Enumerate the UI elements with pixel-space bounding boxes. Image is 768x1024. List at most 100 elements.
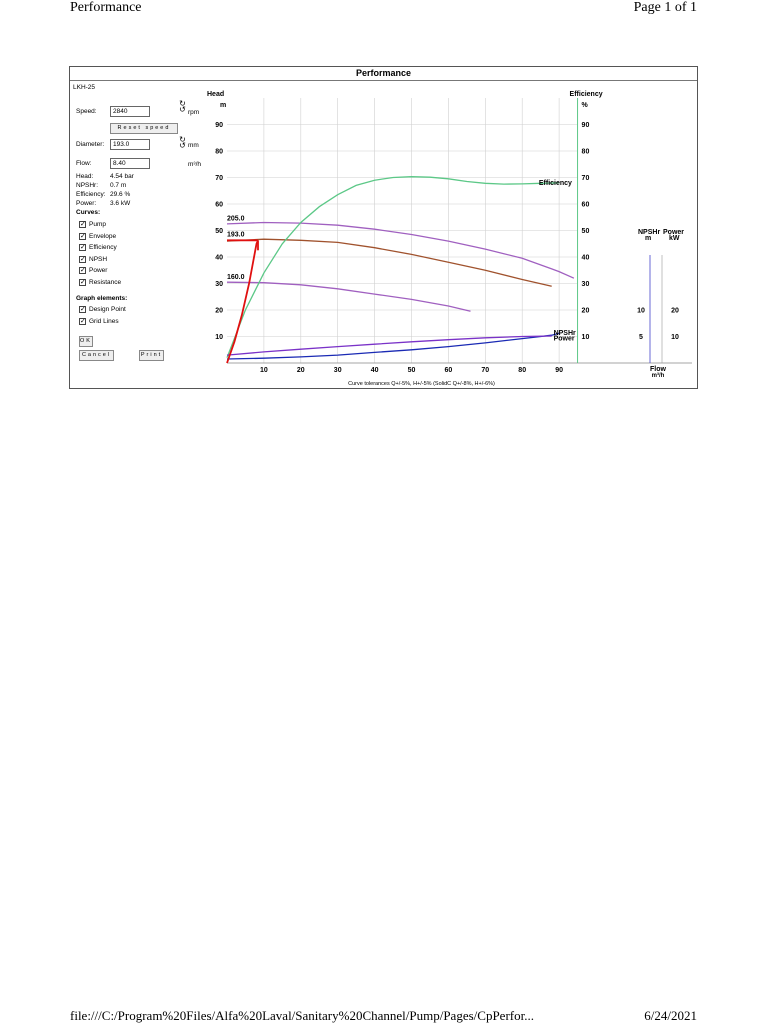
power-axis-unit: kW [669, 235, 680, 242]
y-tick-label: 70 [215, 175, 223, 182]
cancel-button[interactable]: Cancel [79, 350, 114, 361]
power-tick-label: 20 [671, 308, 679, 315]
panel-title: Performance [70, 67, 697, 81]
curve-label-npsh: NPSH [89, 256, 108, 263]
curve-label-resistance: Resistance [89, 279, 122, 286]
page-header-left: Performance [70, 0, 142, 15]
resistance-curve [226, 239, 259, 364]
y2-tick-label: 50 [582, 228, 590, 235]
curve-label-efficiency: Efficiency [539, 180, 572, 187]
checkbox-design-point[interactable]: ✓ [79, 306, 86, 313]
page-footer-right: 6/24/2021 [644, 1008, 697, 1023]
x-tick-label: 70 [481, 367, 489, 374]
y-axis-unit: m [220, 102, 226, 109]
y-tick-label: 80 [215, 149, 223, 156]
x-tick-label: 40 [371, 367, 379, 374]
tolerance-note: Curve tolerances Q+/-5%, H+/-5% (SolidC … [348, 381, 495, 387]
curve-label-power: Power [554, 336, 575, 343]
x-tick-label: 20 [297, 367, 305, 374]
curve-label-efficiency: Efficiency [89, 244, 117, 251]
y-axis-title: Head [207, 91, 224, 98]
curve-efficiency [226, 176, 560, 358]
curve-label-pump: Pump [89, 221, 106, 228]
npsh-tick-label: 5 [639, 334, 643, 341]
diameter-unit: mm [188, 142, 199, 149]
graph-elements-title: Graph elements: [76, 295, 128, 302]
reset-speed-button[interactable]: Reset speed [110, 123, 178, 134]
y2-tick-label: 40 [582, 255, 590, 262]
checkbox-npsh[interactable]: ✓ [79, 256, 86, 263]
result-power-label: Power: [76, 200, 97, 207]
y-tick-label: 20 [215, 308, 223, 315]
checkbox-grid-lines[interactable]: ✓ [79, 318, 86, 325]
x-tick-label: 10 [260, 367, 268, 374]
y-tick-label: 90 [215, 122, 223, 129]
speed-unit: rpm [188, 109, 200, 116]
checkbox-power[interactable]: ✓ [79, 267, 86, 274]
curve-205-0 [226, 221, 575, 279]
y2-axis-title: Efficiency [570, 91, 603, 98]
speed-input[interactable]: 2840 [110, 106, 150, 117]
y2-tick-label: 20 [582, 308, 590, 315]
checkbox-efficiency[interactable]: ✓ [79, 244, 86, 251]
flow-unit: m³/h [188, 161, 201, 168]
x-axis-unit: m³/h [652, 372, 665, 379]
result-power-value: 3.6 kW [110, 200, 131, 207]
power-tick-label: 10 [671, 334, 679, 341]
curve-label-193: 193.0 [227, 231, 245, 238]
curve-label-160: 160.0 [227, 274, 245, 281]
curve-label-envelope: Envelope [89, 233, 117, 240]
y-tick-label: 10 [215, 334, 223, 341]
y-tick-label: 60 [215, 202, 223, 209]
model-label: LKH-25 [73, 84, 96, 91]
speed-label: Speed: [76, 108, 97, 115]
x-axis-title: Flow [650, 366, 666, 373]
x-tick-label: 50 [408, 367, 416, 374]
checkbox-resistance[interactable]: ✓ [79, 279, 86, 286]
print-button[interactable]: Print [139, 350, 164, 361]
power-axis-title: Power [663, 229, 684, 236]
y2-tick-label: 10 [582, 334, 590, 341]
checkbox-pump[interactable]: ✓ [79, 221, 86, 228]
curve-label-power: Power [89, 267, 108, 274]
flow-label: Flow: [76, 160, 92, 167]
npsh-axis-title: NPSHr [638, 229, 660, 236]
y2-tick-label: 80 [582, 149, 590, 156]
curve-npshr [226, 332, 560, 360]
ok-button[interactable]: OK [79, 336, 93, 347]
result-head-label: Head: [76, 173, 94, 180]
y2-axis-unit: % [582, 102, 589, 109]
performance-chart: 10 20 30 40 50 60 70 80 90 10 10 20 20 30 30 40 40 50 50 60… [207, 91, 692, 387]
result-head-value: 4.54 bar [110, 173, 134, 180]
npsh-tick-label: 10 [637, 308, 645, 315]
result-npshr-value: 0.7 m [110, 182, 127, 189]
checkbox-envelope[interactable]: ✓ [79, 233, 86, 240]
npsh-axis-unit: m [645, 235, 651, 242]
y2-tick-label: 30 [582, 281, 590, 288]
graph-label-grid-lines: Grid Lines [89, 318, 119, 325]
diameter-label: Diameter: [76, 141, 105, 148]
curve-160-0 [226, 281, 471, 312]
y-tick-label: 50 [215, 228, 223, 235]
x-tick-label: 30 [334, 367, 342, 374]
x-tick-label: 60 [445, 367, 453, 374]
result-efficiency-label: Efficiency: [76, 191, 106, 198]
y-tick-label: 40 [215, 255, 223, 262]
curve-power [226, 335, 552, 356]
y2-tick-label: 70 [582, 175, 590, 182]
y2-tick-label: 90 [582, 122, 590, 129]
curve-193-0 [226, 238, 552, 287]
speed-stepper-icon[interactable]: ↻ ↺ [179, 99, 186, 114]
graph-label-design-point: Design Point [89, 306, 126, 313]
diameter-stepper-icon[interactable]: ↻ ↺ [179, 135, 186, 150]
y2-tick-label: 60 [582, 202, 590, 209]
diameter-input[interactable]: 193.0 [110, 139, 150, 150]
x-tick-label: 90 [555, 367, 563, 374]
y-tick-label: 30 [215, 281, 223, 288]
curve-label-205: 205.0 [227, 216, 245, 223]
flow-input[interactable]: 8.40 [110, 158, 150, 169]
page-footer-left: file:///C:/Program%20Files/Alfa%20Laval/… [70, 1008, 534, 1023]
result-efficiency-value: 29.6 % [110, 191, 131, 198]
result-npshr-label: NPSHr: [76, 182, 99, 189]
x-tick-label: 80 [518, 367, 526, 374]
